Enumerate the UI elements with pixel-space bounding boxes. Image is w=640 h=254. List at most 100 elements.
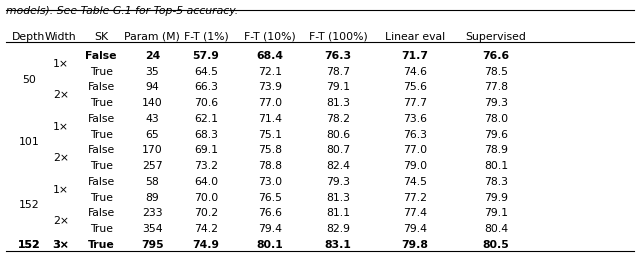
Text: 75.6: 75.6 (403, 82, 427, 92)
Text: 78.7: 78.7 (326, 67, 350, 77)
Text: 65: 65 (145, 130, 159, 140)
Text: 72.1: 72.1 (258, 67, 282, 77)
Text: 257: 257 (142, 161, 163, 171)
Text: 2×: 2× (52, 90, 69, 100)
Text: F-T (1%): F-T (1%) (184, 32, 228, 42)
Text: 82.9: 82.9 (326, 224, 350, 234)
Text: 68.3: 68.3 (194, 130, 218, 140)
Text: True: True (90, 224, 113, 234)
Text: True: True (88, 240, 115, 250)
Text: 79.8: 79.8 (401, 240, 428, 250)
Text: 76.3: 76.3 (324, 51, 351, 61)
Text: 79.3: 79.3 (484, 98, 508, 108)
Text: 73.2: 73.2 (194, 161, 218, 171)
Text: 80.1: 80.1 (484, 161, 508, 171)
Text: 152: 152 (17, 240, 40, 250)
Text: 79.6: 79.6 (484, 130, 508, 140)
Text: 74.5: 74.5 (403, 177, 427, 187)
Text: 70.6: 70.6 (194, 98, 218, 108)
Text: 82.4: 82.4 (326, 161, 350, 171)
Text: Depth: Depth (12, 32, 45, 42)
Text: 75.1: 75.1 (258, 130, 282, 140)
Text: 1×: 1× (52, 59, 69, 69)
Text: True: True (90, 161, 113, 171)
Text: 57.9: 57.9 (193, 51, 220, 61)
Text: 79.4: 79.4 (403, 224, 427, 234)
Text: 58: 58 (145, 177, 159, 187)
Text: 77.2: 77.2 (403, 193, 427, 203)
Text: 74.6: 74.6 (403, 67, 427, 77)
Text: 1×: 1× (52, 122, 69, 132)
Text: 152: 152 (17, 240, 40, 250)
Text: 101: 101 (19, 137, 39, 148)
Text: 73.9: 73.9 (258, 82, 282, 92)
Text: 43: 43 (145, 114, 159, 124)
Text: 66.3: 66.3 (194, 82, 218, 92)
Text: True: True (90, 193, 113, 203)
Text: 62.1: 62.1 (194, 114, 218, 124)
Text: F-T (100%): F-T (100%) (308, 32, 367, 42)
Text: 795: 795 (141, 240, 164, 250)
Text: 3×: 3× (52, 240, 69, 250)
Text: 76.3: 76.3 (403, 130, 427, 140)
Text: 80.7: 80.7 (326, 145, 350, 155)
Text: 79.1: 79.1 (484, 208, 508, 218)
Text: 83.1: 83.1 (324, 240, 351, 250)
Text: Supervised: Supervised (465, 32, 527, 42)
Text: False: False (88, 145, 115, 155)
Text: 64.5: 64.5 (194, 67, 218, 77)
Text: 354: 354 (142, 224, 163, 234)
Text: 70.2: 70.2 (194, 208, 218, 218)
Text: 81.1: 81.1 (326, 208, 350, 218)
Text: 152: 152 (19, 200, 39, 211)
Text: 233: 233 (142, 208, 163, 218)
Text: 77.7: 77.7 (403, 98, 427, 108)
Text: 76.6: 76.6 (258, 208, 282, 218)
Text: True: True (90, 98, 113, 108)
Text: 78.2: 78.2 (326, 114, 350, 124)
Text: 77.4: 77.4 (403, 208, 427, 218)
Text: 50: 50 (22, 74, 36, 85)
Text: 79.1: 79.1 (326, 82, 350, 92)
Text: 24: 24 (145, 51, 160, 61)
Text: False: False (88, 208, 115, 218)
Text: 68.4: 68.4 (257, 51, 284, 61)
Text: 81.3: 81.3 (326, 193, 350, 203)
Text: 78.0: 78.0 (484, 114, 508, 124)
Text: 170: 170 (142, 145, 163, 155)
Text: 79.9: 79.9 (484, 193, 508, 203)
Text: 78.8: 78.8 (258, 161, 282, 171)
Text: 2×: 2× (52, 153, 69, 163)
Text: False: False (88, 177, 115, 187)
Text: 78.5: 78.5 (484, 67, 508, 77)
Text: 81.3: 81.3 (326, 98, 350, 108)
Text: models). See Table G.1 for Top-5 accuracy.: models). See Table G.1 for Top-5 accurac… (6, 6, 239, 16)
Text: 74.2: 74.2 (194, 224, 218, 234)
Text: False: False (88, 82, 115, 92)
Text: 76.5: 76.5 (258, 193, 282, 203)
Text: SK: SK (94, 32, 108, 42)
Text: 35: 35 (145, 67, 159, 77)
Text: False: False (85, 51, 117, 61)
Text: 73.0: 73.0 (258, 177, 282, 187)
Text: True: True (90, 130, 113, 140)
Text: Linear eval: Linear eval (385, 32, 445, 42)
Text: 73.6: 73.6 (403, 114, 427, 124)
Text: 70.0: 70.0 (194, 193, 218, 203)
Text: 76.6: 76.6 (483, 51, 509, 61)
Text: Width: Width (45, 32, 77, 42)
Text: 74.9: 74.9 (193, 240, 220, 250)
Text: 140: 140 (142, 98, 163, 108)
Text: 71.4: 71.4 (258, 114, 282, 124)
Text: Param (M): Param (M) (124, 32, 180, 42)
Text: 1×: 1× (52, 185, 69, 195)
Text: 80.6: 80.6 (326, 130, 350, 140)
Text: 80.5: 80.5 (483, 240, 509, 250)
Text: 79.4: 79.4 (258, 224, 282, 234)
Text: 89: 89 (145, 193, 159, 203)
Text: 94: 94 (145, 82, 159, 92)
Text: 77.8: 77.8 (484, 82, 508, 92)
Text: F-T (10%): F-T (10%) (244, 32, 296, 42)
Text: 2×: 2× (52, 216, 69, 226)
Text: 75.8: 75.8 (258, 145, 282, 155)
